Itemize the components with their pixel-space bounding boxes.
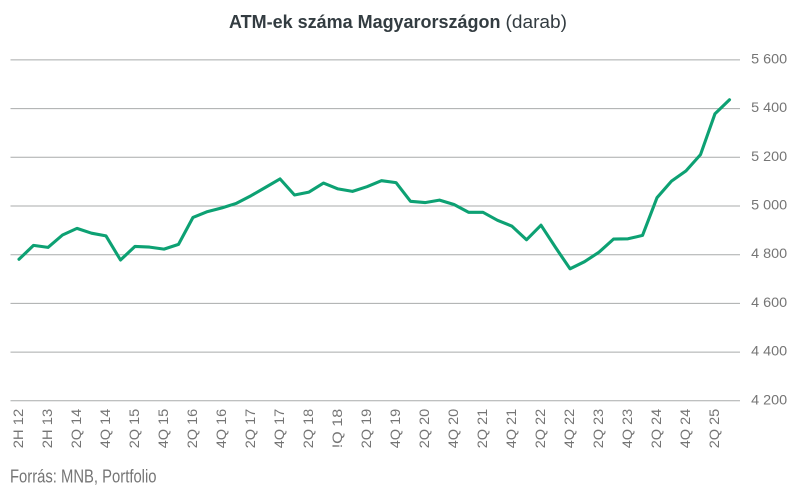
svg-text:2Q 22: 2Q 22: [532, 409, 548, 449]
svg-text:4Q 24: 4Q 24: [677, 409, 693, 449]
svg-text:4Q 21: 4Q 21: [503, 409, 519, 449]
svg-text:2Q 14: 2Q 14: [68, 409, 84, 449]
svg-text:5 400: 5 400: [751, 99, 787, 115]
svg-text:5 600: 5 600: [751, 50, 787, 66]
svg-text:!Q 18: !Q 18: [329, 409, 345, 449]
svg-text:4Q 23: 4Q 23: [619, 409, 635, 449]
svg-text:4Q 20: 4Q 20: [445, 409, 461, 449]
svg-text:5 200: 5 200: [751, 148, 787, 164]
svg-text:Forrás: MNB, Portfolio: Forrás: MNB, Portfolio: [10, 467, 157, 487]
svg-text:4 800: 4 800: [751, 245, 787, 261]
svg-text:4Q 22: 4Q 22: [561, 409, 577, 449]
svg-text:5 000: 5 000: [751, 197, 787, 213]
svg-text:2Q 24: 2Q 24: [648, 409, 664, 449]
svg-text:(darab): (darab): [506, 12, 568, 32]
svg-text:2Q 19: 2Q 19: [358, 409, 374, 449]
svg-text:2Q 21: 2Q 21: [474, 409, 490, 449]
svg-text:4 400: 4 400: [751, 343, 787, 359]
svg-text:4Q 15: 4Q 15: [155, 409, 171, 449]
svg-text:4Q 19: 4Q 19: [387, 409, 403, 449]
svg-text:4Q 16: 4Q 16: [213, 409, 229, 449]
svg-text:2Q 15: 2Q 15: [126, 409, 142, 449]
svg-text:2Q 25: 2Q 25: [706, 409, 722, 449]
svg-text:2Q 20: 2Q 20: [416, 409, 432, 449]
svg-text:2Q 18: 2Q 18: [300, 409, 316, 449]
svg-text:4Q 17: 4Q 17: [271, 409, 287, 449]
svg-text:4 600: 4 600: [751, 294, 787, 310]
svg-text:4 200: 4 200: [751, 391, 787, 407]
svg-text:2Q 16: 2Q 16: [184, 409, 200, 449]
svg-text:2H 13: 2H 13: [39, 409, 55, 449]
svg-text:4Q 14: 4Q 14: [97, 409, 113, 449]
svg-text:2H 12: 2H 12: [10, 409, 26, 449]
svg-text:ATM-ek száma Magyarországon: ATM-ek száma Magyarországon: [229, 12, 501, 32]
svg-text:2Q 23: 2Q 23: [590, 409, 606, 449]
svg-text:2Q 17: 2Q 17: [242, 409, 258, 449]
